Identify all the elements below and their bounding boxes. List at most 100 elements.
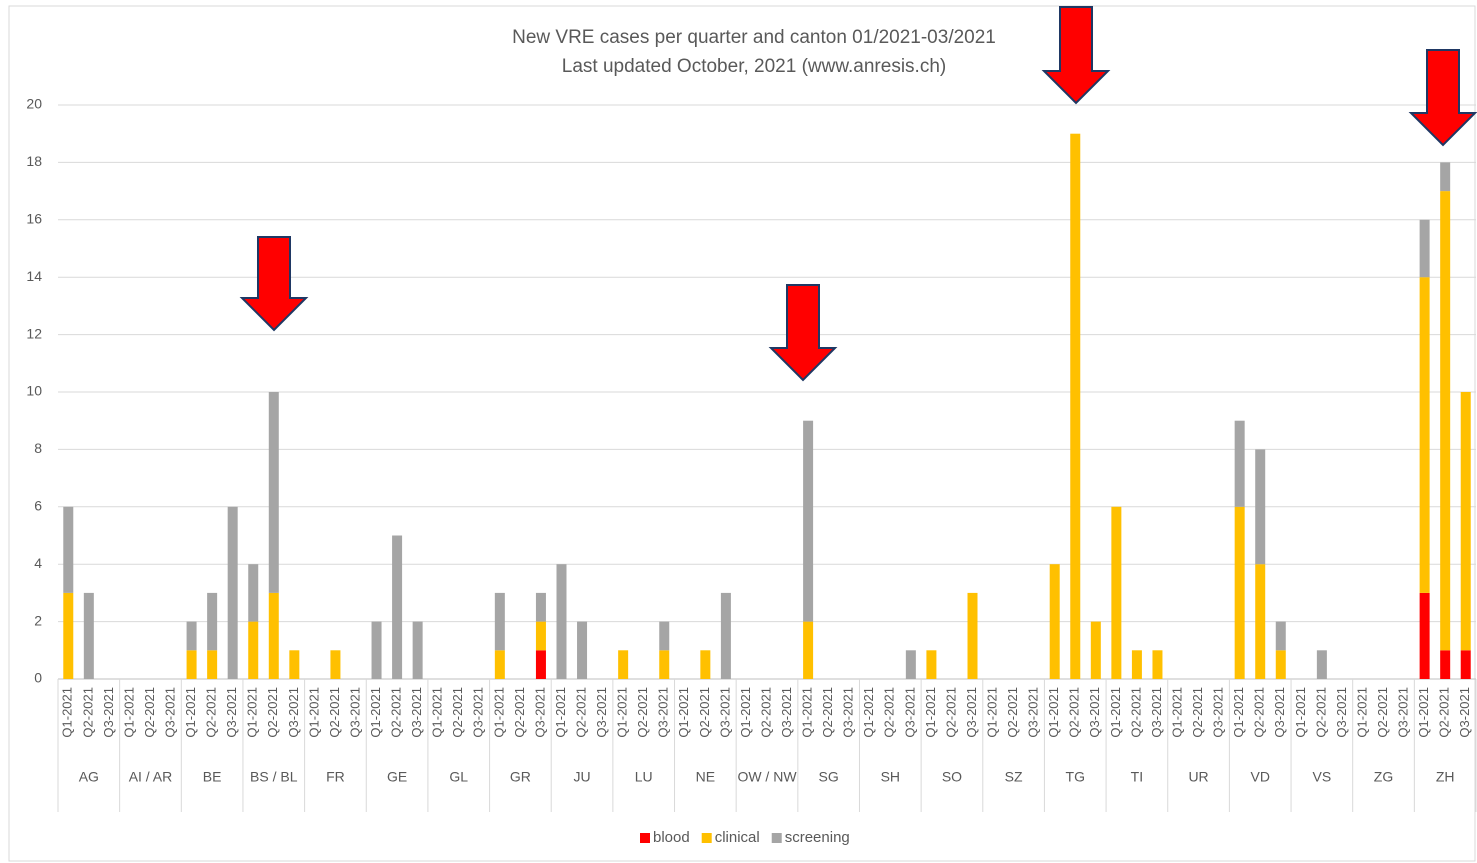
group-label: NE	[696, 769, 715, 785]
arrow	[239, 236, 309, 332]
bar-segment	[803, 420, 814, 622]
bar-segment	[926, 650, 937, 679]
bar-segment	[577, 621, 588, 679]
bar-segment	[186, 650, 197, 679]
x-tick-label: Q2-2021	[327, 687, 342, 738]
x-tick-label: Q2-2021	[1252, 687, 1267, 738]
x-tick-label: Q2-2021	[265, 687, 280, 738]
bar-segment	[1419, 592, 1430, 679]
bar-segment	[207, 650, 218, 679]
group-label: GR	[510, 769, 531, 785]
x-tick-label: Q1-2021	[1108, 687, 1123, 738]
bar-segment	[83, 592, 94, 679]
group-label: ZH	[1436, 769, 1455, 785]
bar-segment	[1255, 449, 1266, 565]
bar-segment	[268, 592, 279, 679]
group-label: ZG	[1374, 769, 1393, 785]
x-tick-label: Q1-2021	[306, 687, 321, 738]
bar-segment	[248, 564, 259, 622]
x-tick-label: Q1-2021	[183, 687, 198, 738]
bar-segment	[494, 650, 505, 679]
bar-segment	[659, 621, 670, 651]
bar-segment	[720, 592, 731, 679]
bar-segment	[63, 592, 74, 679]
group-label: TI	[1131, 769, 1143, 785]
x-tick-label: Q1-2021	[121, 687, 136, 738]
legend-swatch	[771, 833, 782, 843]
bar-segment	[1419, 277, 1430, 593]
x-tick-label: Q3-2021	[594, 687, 609, 738]
x-tick-label: Q3-2021	[162, 687, 177, 738]
bar-segment	[494, 592, 505, 651]
x-tick-label: Q1-2021	[984, 687, 999, 738]
bar-segment	[803, 621, 814, 679]
bar-segment	[535, 621, 546, 651]
bar-segment	[1049, 564, 1060, 679]
x-tick-label: Q3-2021	[841, 687, 856, 738]
legend-label: clinical	[715, 829, 760, 846]
x-tick-label: Q1-2021	[1231, 687, 1246, 738]
group-label: FR	[326, 769, 345, 785]
x-tick-label: Q3-2021	[1211, 687, 1226, 738]
group-label: GL	[449, 769, 468, 785]
x-tick-label: Q2-2021	[1190, 687, 1205, 738]
x-tick-label: Q1-2021	[1046, 687, 1061, 738]
x-tick-label: Q1-2021	[245, 687, 260, 738]
x-tick-label: Q3-2021	[347, 687, 362, 738]
x-tick-label: Q1-2021	[861, 687, 876, 738]
bar-segment	[556, 564, 567, 679]
y-tick-label: 20	[26, 96, 42, 112]
x-tick-label: Q1-2021	[738, 687, 753, 738]
y-tick-label: 14	[26, 268, 42, 284]
bar-segment	[700, 650, 711, 679]
group-label: AG	[79, 769, 99, 785]
x-tick-label: Q2-2021	[697, 687, 712, 738]
x-tick-label: Q2-2021	[1005, 687, 1020, 738]
y-tick-label: 16	[26, 211, 42, 227]
chart-title: New VRE cases per quarter and canton 01/…	[512, 27, 996, 48]
x-tick-label: Q1-2021	[553, 687, 568, 738]
chart-border	[8, 5, 1476, 862]
x-tick-label: Q3-2021	[286, 687, 301, 738]
x-tick-label: Q2-2021	[758, 687, 773, 738]
group-label: JU	[573, 769, 590, 785]
x-tick-label: Q1-2021	[1293, 687, 1308, 738]
bar-segment	[1131, 650, 1142, 679]
bar-segment	[330, 650, 341, 679]
bar-segment	[618, 650, 629, 679]
x-tick-label: Q1-2021	[676, 687, 691, 738]
arrows	[239, 6, 1477, 382]
y-tick-label: 2	[34, 612, 42, 628]
bar-segment	[535, 592, 546, 622]
group-label: VD	[1250, 769, 1269, 785]
bar-segment	[412, 621, 423, 679]
group-label: BE	[203, 769, 222, 785]
y-tick-label: 10	[26, 383, 42, 399]
bar-segment	[1440, 650, 1451, 679]
x-tick-label: Q3-2021	[779, 687, 794, 738]
x-tick-label: Q3-2021	[471, 687, 486, 738]
bar-segment	[905, 650, 916, 679]
x-tick-label: Q3-2021	[1334, 687, 1349, 738]
x-tick-label: Q3-2021	[101, 687, 116, 738]
x-tick-label: Q3-2021	[964, 687, 979, 738]
group-label: GE	[387, 769, 407, 785]
x-tick-label: Q2-2021	[389, 687, 404, 738]
x-tick-label: Q1-2021	[1169, 687, 1184, 738]
bar-segment	[1440, 191, 1451, 651]
x-tick-label: Q3-2021	[1457, 687, 1472, 738]
y-tick-label: 18	[26, 153, 42, 169]
bar-segment	[1090, 621, 1101, 679]
group-label: TG	[1066, 769, 1085, 785]
x-tick-label: Q2-2021	[1375, 687, 1390, 738]
x-tick-label: Q2-2021	[1128, 687, 1143, 738]
bar-segment	[1255, 564, 1266, 679]
legend-label: blood	[653, 829, 690, 846]
x-tick-label: Q3-2021	[1396, 687, 1411, 738]
x-tick-label: Q2-2021	[512, 687, 527, 738]
x-tick-label: Q2-2021	[1437, 687, 1452, 738]
bar-segment	[207, 592, 218, 651]
x-tick-label: Q3-2021	[902, 687, 917, 738]
arrow	[768, 284, 838, 382]
